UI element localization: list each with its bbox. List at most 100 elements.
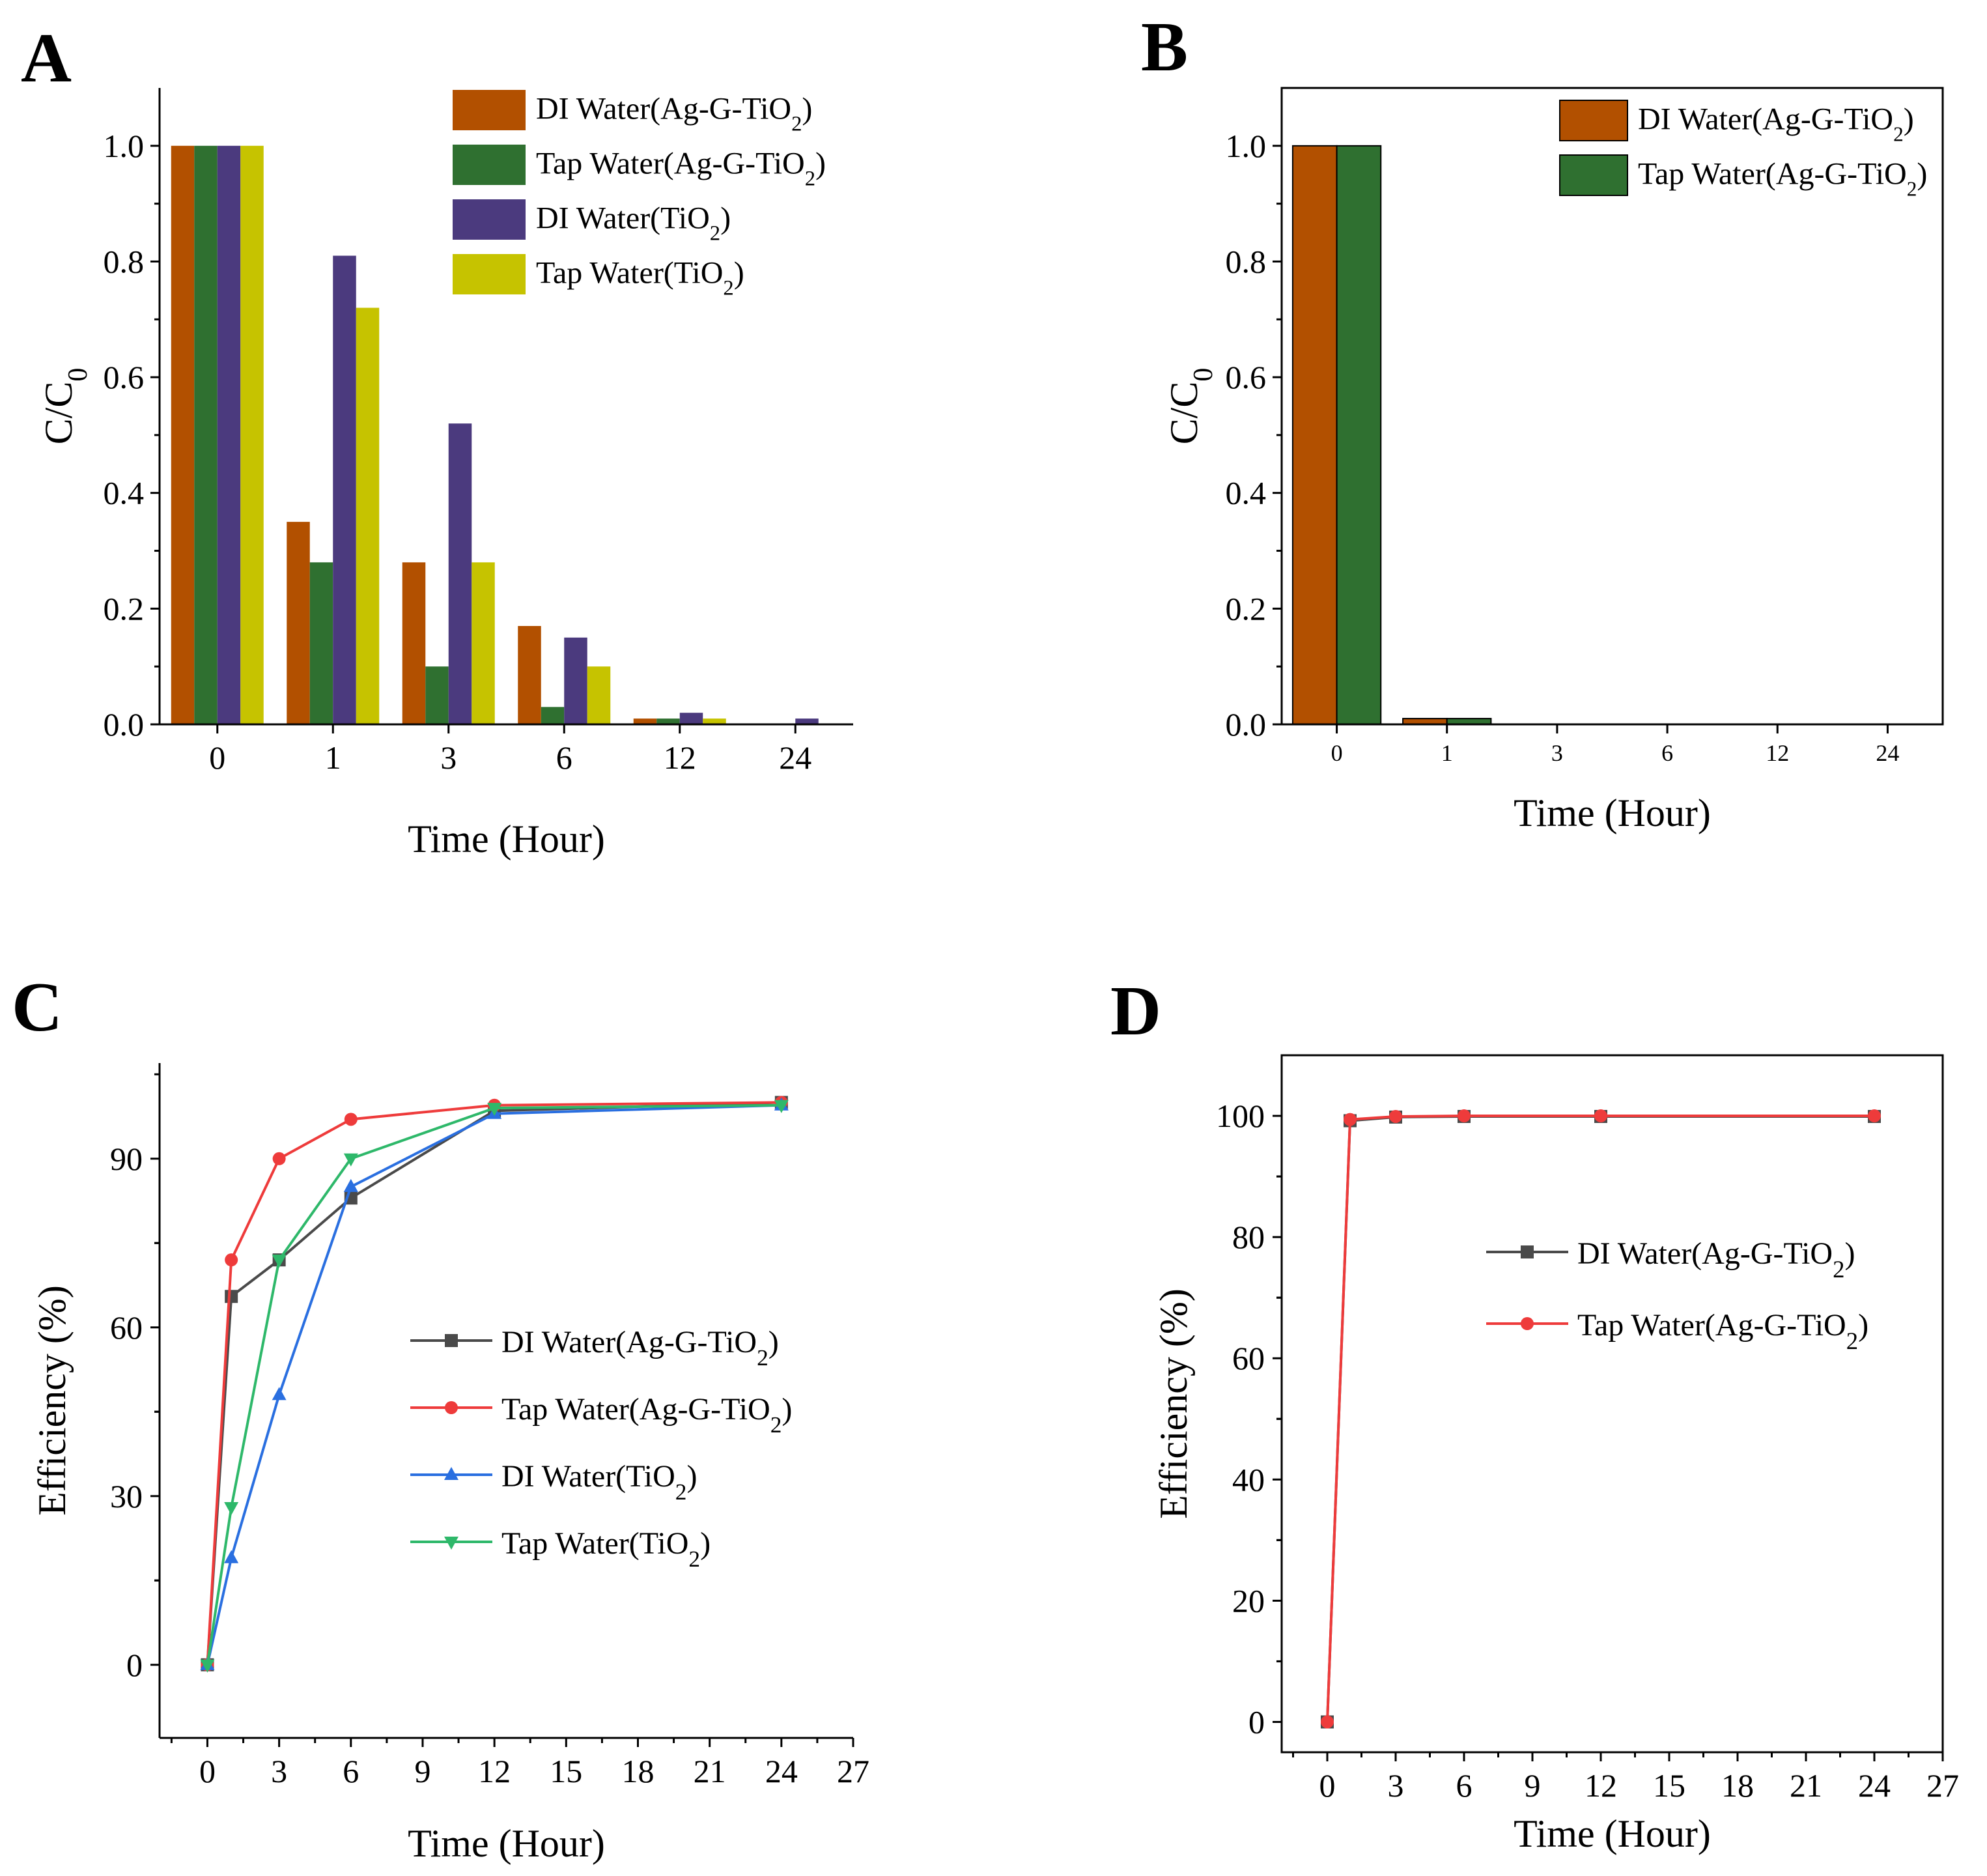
y-tick-label: 0.4 bbox=[1226, 475, 1267, 511]
x-tick-label: 3 bbox=[271, 1753, 287, 1789]
x-tick-label: 3 bbox=[1388, 1767, 1404, 1804]
marker-circle bbox=[1868, 1109, 1881, 1123]
y-tick-label: 1.0 bbox=[1226, 128, 1267, 164]
bar bbox=[679, 713, 703, 724]
legend-label-main: DI Water(TiO bbox=[536, 201, 710, 236]
marker-triangle-down bbox=[224, 1502, 239, 1516]
legend-label-end: ) bbox=[1904, 102, 1914, 137]
legend-label-main: Tap Water(TiO bbox=[536, 256, 723, 291]
legend-label-subscript: 2 bbox=[1907, 177, 1917, 200]
panel-label: D bbox=[1110, 973, 1161, 1050]
bar bbox=[1291, 145, 1338, 725]
x-tick-label: 24 bbox=[1858, 1767, 1891, 1804]
bar bbox=[425, 666, 449, 724]
bar bbox=[703, 718, 726, 724]
marker-triangle-down bbox=[343, 1153, 358, 1167]
y-axis-label-main: Efficiency (%) bbox=[31, 1285, 74, 1516]
marker-circle bbox=[1521, 1317, 1534, 1330]
y-axis-label: C/C0 bbox=[37, 368, 93, 445]
x-tick-label: 0 bbox=[1319, 1767, 1336, 1804]
y-tick-label: 0.8 bbox=[1226, 243, 1267, 279]
marker-triangle-down bbox=[200, 1659, 215, 1673]
x-tick-label: 3 bbox=[1551, 740, 1563, 766]
bar bbox=[518, 626, 541, 724]
marker-square bbox=[445, 1334, 458, 1347]
bar bbox=[240, 145, 264, 724]
legend-label: DI Water(Ag-G-TiO2) bbox=[536, 92, 812, 136]
bar bbox=[194, 145, 218, 724]
legend-label-end: ) bbox=[1844, 1236, 1855, 1271]
series-line bbox=[1326, 1115, 1874, 1722]
marker-square bbox=[1521, 1245, 1534, 1258]
y-axis-label: C/C0 bbox=[1163, 368, 1219, 445]
legend-label: Tap Water(TiO2) bbox=[501, 1526, 711, 1572]
x-tick-label: 24 bbox=[765, 1753, 798, 1789]
legend-label-subscript: 2 bbox=[757, 1344, 768, 1371]
y-axis-label: Efficiency (%) bbox=[1152, 1288, 1195, 1519]
legend-label: Tap Water(Ag-G-TiO2) bbox=[501, 1392, 792, 1438]
x-axis-label: Time (Hour) bbox=[408, 1822, 605, 1865]
legend-label: Tap Water(Ag-G-TiO2) bbox=[1577, 1308, 1868, 1354]
legend-label: DI Water(Ag-G-TiO2) bbox=[501, 1325, 779, 1371]
legend-label-subscript: 2 bbox=[805, 167, 815, 191]
y-axis-label-main: C/C bbox=[1163, 382, 1205, 445]
bar bbox=[564, 637, 587, 724]
x-tick-label: 24 bbox=[779, 739, 811, 776]
y-tick-label: 0 bbox=[126, 1647, 143, 1683]
legend-swatch bbox=[1559, 100, 1628, 141]
bar bbox=[472, 562, 495, 724]
x-tick-label: 12 bbox=[664, 739, 696, 776]
bar bbox=[402, 562, 426, 724]
y-tick-label: 0.2 bbox=[104, 590, 145, 627]
legend-swatch bbox=[453, 199, 526, 240]
series-line bbox=[206, 1101, 782, 1665]
bar bbox=[541, 707, 565, 724]
legend-label-main: Tap Water(Ag-G-TiO bbox=[1577, 1308, 1846, 1343]
x-tick-label: 21 bbox=[694, 1753, 726, 1789]
marker-triangle-up bbox=[272, 1387, 287, 1400]
series-line bbox=[206, 1101, 782, 1665]
marker-triangle-up bbox=[343, 1178, 358, 1192]
x-tick-label: 12 bbox=[478, 1753, 511, 1789]
line-chart-panel-D: D 0 3 6 9 12 15 18 21 24 27 0 20 40 60 80 100 Efficiency … bbox=[1110, 973, 1959, 1855]
x-tick-label: 1 bbox=[325, 739, 341, 776]
bar bbox=[587, 666, 611, 724]
legend-label-end: ) bbox=[1917, 157, 1927, 192]
legend-label: Tap Water(TiO2) bbox=[536, 256, 744, 300]
x-tick-label: 15 bbox=[1653, 1767, 1685, 1804]
bar bbox=[795, 718, 819, 724]
x-tick-label: 12 bbox=[1766, 740, 1789, 766]
bar bbox=[171, 145, 195, 724]
x-tick-label: 9 bbox=[414, 1753, 430, 1789]
x-axis-label: Time (Hour) bbox=[1514, 791, 1711, 834]
legend-label-subscript: 2 bbox=[1893, 122, 1904, 145]
panel-label: A bbox=[21, 20, 72, 97]
legend-label-end: ) bbox=[802, 92, 812, 126]
y-tick-label: 0.0 bbox=[1226, 706, 1267, 743]
x-tick-label: 6 bbox=[1456, 1767, 1473, 1804]
x-tick-label: 6 bbox=[343, 1753, 359, 1789]
plot-frame bbox=[1280, 1054, 1944, 1754]
marker-circle bbox=[1321, 1715, 1334, 1729]
marker-triangle-down bbox=[487, 1103, 502, 1116]
legend-label-main: Tap Water(Ag-G-TiO bbox=[1638, 157, 1907, 192]
legend-label-main: DI Water(Ag-G-TiO bbox=[1638, 102, 1893, 137]
legend-label-main: Tap Water(Ag-G-TiO bbox=[501, 1392, 770, 1427]
x-tick-label: 9 bbox=[1525, 1767, 1541, 1804]
y-tick-label: 60 bbox=[110, 1309, 143, 1346]
bar bbox=[217, 145, 241, 724]
marker-circle bbox=[1458, 1109, 1471, 1123]
x-tick-label: 18 bbox=[1721, 1767, 1754, 1804]
legend-label-subscript: 2 bbox=[770, 1412, 782, 1438]
marker-triangle-down bbox=[444, 1537, 458, 1550]
y-tick-label: 20 bbox=[1232, 1582, 1265, 1619]
y-tick-label: 0.0 bbox=[104, 706, 145, 743]
y-tick-label: 0.4 bbox=[104, 475, 145, 511]
legend-label-end: ) bbox=[815, 147, 826, 181]
legend-label-main: Tap Water(Ag-G-TiO bbox=[536, 147, 805, 181]
x-tick-label: 24 bbox=[1876, 740, 1899, 766]
marker-circle bbox=[1344, 1113, 1357, 1126]
